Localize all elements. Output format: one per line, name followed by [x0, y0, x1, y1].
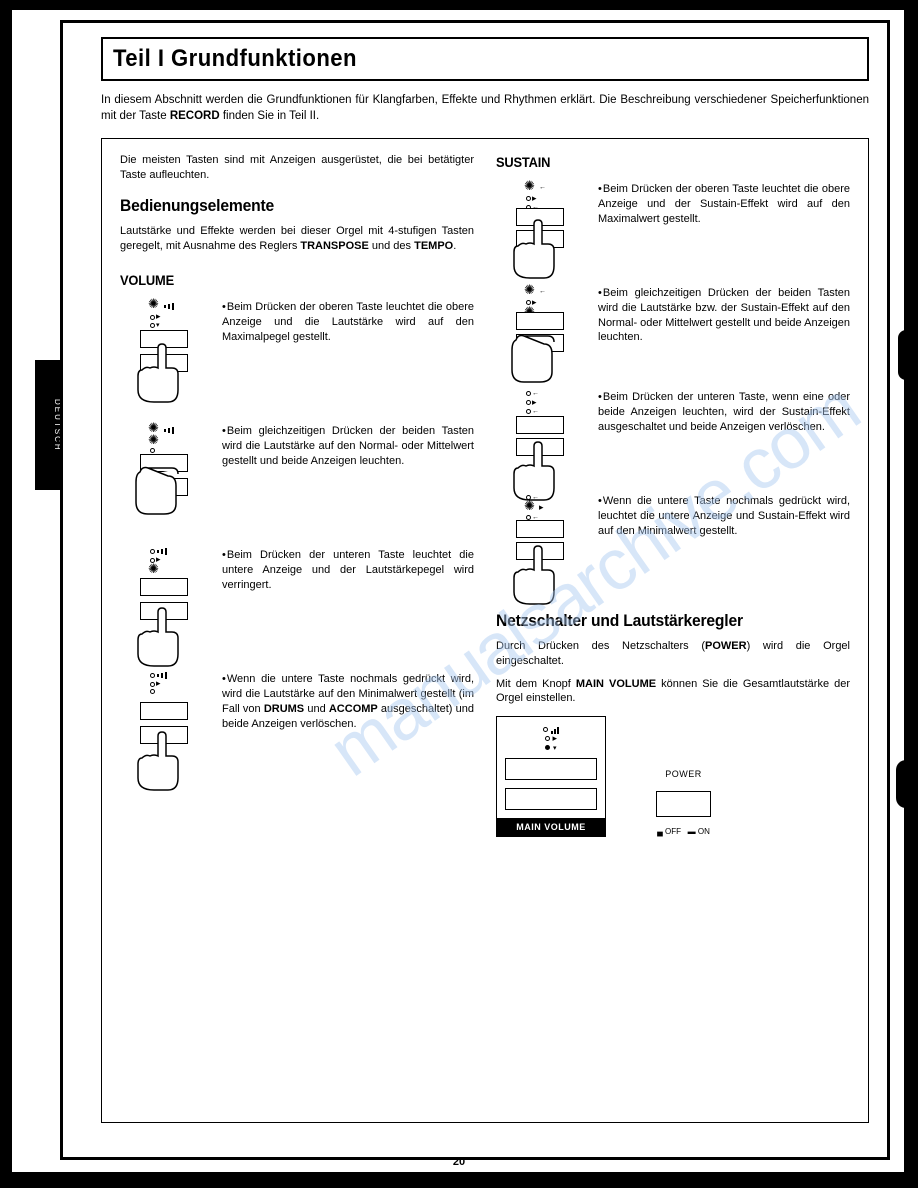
volume-item: ▸ Wenn die untere Taste nochmals gedrück…: [120, 672, 474, 782]
scan-edge: [0, 0, 12, 1188]
lead-paragraph: Die meisten Tasten sind mit Anzeigen aus…: [120, 153, 474, 183]
title-box: Teil I Grundfunktionen: [101, 37, 869, 81]
scan-edge: [904, 0, 918, 1188]
hand-pointing-icon: [128, 340, 198, 410]
button-press-diagram: ← ▸ ←: [496, 182, 586, 272]
sustain-item-text: Wenn die untere Taste noch­mals gedrückt…: [598, 494, 850, 539]
section-volume: VOLUME: [120, 271, 446, 290]
main-volume-box: ▸ ▾ MAIN VOLUME: [496, 716, 606, 837]
netz-description-1: Durch Drücken des Netzschalters (POWER) …: [496, 639, 850, 669]
main-volume-power-panel: ▸ ▾ MAIN VOLUME POWER ▄ OFF ▬ ON: [496, 716, 850, 837]
hand-pressing-both-icon: [128, 452, 198, 522]
scan-edge: [0, 0, 918, 10]
page-frame: Teil I Grundfunktionen In diesem Abschni…: [60, 20, 890, 1160]
binder-notch: [898, 330, 918, 380]
main-volume-label: MAIN VOLUME: [497, 818, 605, 836]
volume-item: ▸ ▾ Beim Drücken der oberen Taste leucht…: [120, 300, 474, 410]
button-press-diagram: ▸ ▾: [120, 300, 210, 410]
netz-description-2: Mit dem Knopf MAIN VOLUME können Sie die…: [496, 677, 850, 707]
scan-edge: [0, 1172, 918, 1188]
hand-pointing-icon: [504, 542, 574, 612]
main-volume-up-button: [505, 758, 597, 780]
section-netzschalter: Netzschalter und Lautstärkeregler: [496, 610, 822, 633]
volume-item: ▸ Beim Drücken der unteren Taste leuchte…: [120, 548, 474, 658]
main-volume-leds: ▸ ▾: [505, 725, 597, 752]
button-press-diagram: ▸: [120, 548, 210, 658]
button-press-diagram: ← ▸ ←: [496, 286, 586, 376]
page-title: Teil I Grundfunktionen: [113, 45, 797, 73]
volume-item-text: Beim Drücken der oberen Taste leuchtet d…: [222, 300, 474, 345]
button-press-diagram: ← ▸ ←: [496, 494, 586, 584]
hand-pointing-icon: [128, 604, 198, 674]
power-block: POWER ▄ OFF ▬ ON: [656, 768, 711, 837]
power-on-off-label: ▄ OFF ▬ ON: [656, 827, 711, 838]
sustain-item: ← ▸ ← Beim gleichzeitigen Drücken der be…: [496, 286, 850, 376]
volume-item: Beim gleichzeitigen Drücken der beiden T…: [120, 424, 474, 534]
volume-item-text: Wenn die untere Taste nochmals gedrückt …: [222, 672, 474, 731]
left-column: Die meisten Tasten sind mit Anzeigen aus…: [120, 153, 474, 1104]
volume-item-text: Beim Drücken der unteren Taste leuchtet …: [222, 548, 474, 593]
sustain-item: ← ▸ ← Wenn die untere Taste noch­mals ge…: [496, 494, 850, 584]
main-volume-down-button: [505, 788, 597, 810]
power-label: POWER: [656, 768, 711, 780]
bedienung-description: Lautstärke und Effekte werden bei dieser…: [120, 224, 474, 254]
sustain-item: ← ▸ ← Beim Drücken der oberen Taste leuc…: [496, 182, 850, 272]
intro-paragraph: In diesem Abschnitt werden die Grundfunk…: [101, 93, 869, 124]
hand-pointing-icon: [128, 728, 198, 798]
hand-pressing-both-icon: [504, 320, 574, 390]
button-press-diagram: ▸: [120, 672, 210, 782]
sustain-item-text: Beim Drücken der oberen Taste leuchtet d…: [598, 182, 850, 227]
page-number: 20: [453, 1156, 465, 1168]
button-press-diagram: [120, 424, 210, 534]
section-sustain: SUSTAIN: [496, 153, 822, 172]
binder-notch: [896, 760, 918, 808]
sustain-item-text: Beim Drücken der unteren Taste, wenn ein…: [598, 390, 850, 435]
sustain-item: ← ▸ ← Beim Drücken der unteren Taste, we…: [496, 390, 850, 480]
hand-pointing-icon: [504, 216, 574, 286]
section-bedienungselemente: Bedienungselemente: [120, 195, 446, 218]
right-column: SUSTAIN ← ▸ ←: [496, 153, 850, 1104]
sustain-item-text: Beim gleichzeitigen Drücken der beiden T…: [598, 286, 850, 345]
content-box: manualsarchive.com Die meisten Tasten si…: [101, 138, 869, 1123]
power-button: [656, 791, 711, 817]
button-press-diagram: ← ▸ ←: [496, 390, 586, 480]
volume-item-text: Beim gleichzeitigen Drücken der beiden T…: [222, 424, 474, 469]
